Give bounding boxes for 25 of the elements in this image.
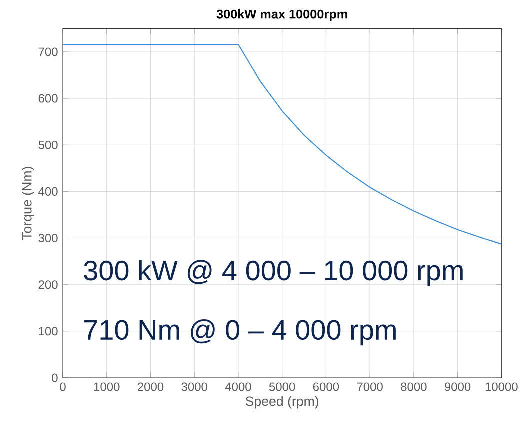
x-tick-label: 1000 <box>94 382 120 392</box>
x-tick-label: 10000 <box>486 382 518 392</box>
x-tick-label: 9000 <box>445 382 471 392</box>
x-tick-label: 0 <box>60 382 66 392</box>
chart-title: 300kW max 10000rpm <box>216 9 348 22</box>
line-series <box>63 44 502 245</box>
annotation: 710 Nm @ 0 – 4 000 rpm <box>84 320 396 346</box>
x-axis-title: Speed (rpm) <box>246 396 319 409</box>
x-tick-label: 7000 <box>357 382 383 392</box>
annotation: 300 kW @ 4 000 – 10 000 rpm <box>84 260 463 286</box>
y-tick-label: 200 <box>38 280 58 290</box>
x-tick-label: 4000 <box>225 382 252 392</box>
y-tick-label: 500 <box>38 140 58 150</box>
y-tick-label: 0 <box>52 374 58 382</box>
y-axis-title: Torque (Nm) <box>22 167 34 240</box>
x-tick-label: 5000 <box>269 382 296 392</box>
x-tick-label: 8000 <box>401 382 427 392</box>
x-tick-label: 6000 <box>313 382 340 392</box>
y-tick-label: 700 <box>38 48 58 56</box>
y-tick-label: 100 <box>39 327 58 336</box>
x-tick-label: 2000 <box>138 382 164 392</box>
y-tick-label: 300 <box>38 234 58 243</box>
x-tick-label: 3000 <box>182 382 208 392</box>
y-tick-label: 600 <box>38 94 58 103</box>
y-tick-label: 400 <box>38 187 58 196</box>
